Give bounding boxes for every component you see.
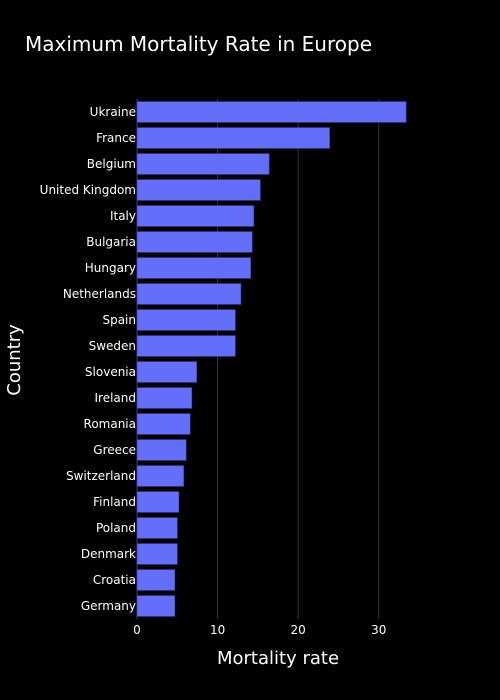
y-axis-title: Country (4, 324, 25, 396)
y-tick-label-switzerland: Switzerland (66, 469, 136, 483)
gridlines (136, 99, 380, 619)
bars (136, 101, 407, 617)
bar-bulgaria[interactable] (136, 231, 253, 253)
y-tick-label-finland: Finland (93, 495, 136, 509)
bar-spain[interactable] (136, 309, 236, 331)
x-axis-title: Mortality rate (217, 648, 339, 669)
bar-united-kingdom[interactable] (136, 179, 261, 201)
bar-germany[interactable] (136, 595, 176, 617)
bar-slovenia[interactable] (136, 361, 197, 383)
y-tick-label-greece: Greece (93, 443, 136, 457)
bar-denmark[interactable] (136, 543, 178, 565)
y-tick-label-italy: Italy (110, 209, 136, 223)
x-tick-label-0: 0 (133, 623, 141, 637)
y-tick-label-slovenia: Slovenia (85, 365, 136, 379)
y-tick-label-croatia: Croatia (93, 573, 136, 587)
bar-finland[interactable] (136, 491, 180, 513)
y-tick-label-belgium: Belgium (87, 157, 136, 171)
y-tick-label-spain: Spain (102, 313, 136, 327)
bar-switzerland[interactable] (136, 465, 185, 487)
bar-ukraine[interactable] (136, 101, 407, 123)
y-tick-label-united-kingdom: United Kingdom (40, 183, 136, 197)
y-tick-labels: Ukraine France Belgium United Kingdom Italy B… (40, 105, 136, 613)
x-tick-label-10: 10 (210, 623, 225, 637)
bar-belgium[interactable] (136, 153, 270, 175)
y-tick-label-ukraine: Ukraine (90, 105, 136, 119)
x-tick-labels: 0 10 20 30 (133, 623, 386, 637)
bar-france[interactable] (136, 127, 330, 149)
y-tick-label-france: France (96, 131, 136, 145)
bar-croatia[interactable] (136, 569, 176, 591)
y-tick-label-bulgaria: Bulgaria (86, 235, 136, 249)
y-tick-label-netherlands: Netherlands (63, 287, 136, 301)
y-tick-label-germany: Germany (81, 599, 136, 613)
chart-title: Maximum Mortality Rate in Europe (25, 32, 372, 56)
bar-romania[interactable] (136, 413, 191, 435)
x-tick-label-20: 20 (291, 623, 306, 637)
x-tick-label-30: 30 (371, 623, 386, 637)
y-tick-label-ireland: Ireland (94, 391, 136, 405)
y-tick-label-poland: Poland (96, 521, 136, 535)
bar-hungary[interactable] (136, 257, 251, 279)
bar-ireland[interactable] (136, 387, 193, 409)
y-tick-label-sweden: Sweden (89, 339, 136, 353)
bar-italy[interactable] (136, 205, 255, 227)
y-tick-label-hungary: Hungary (85, 261, 136, 275)
bar-poland[interactable] (136, 517, 178, 539)
bar-sweden[interactable] (136, 335, 236, 357)
y-tick-label-denmark: Denmark (81, 547, 136, 561)
bar-netherlands[interactable] (136, 283, 242, 305)
y-tick-label-romania: Romania (84, 417, 136, 431)
bar-greece[interactable] (136, 439, 187, 461)
